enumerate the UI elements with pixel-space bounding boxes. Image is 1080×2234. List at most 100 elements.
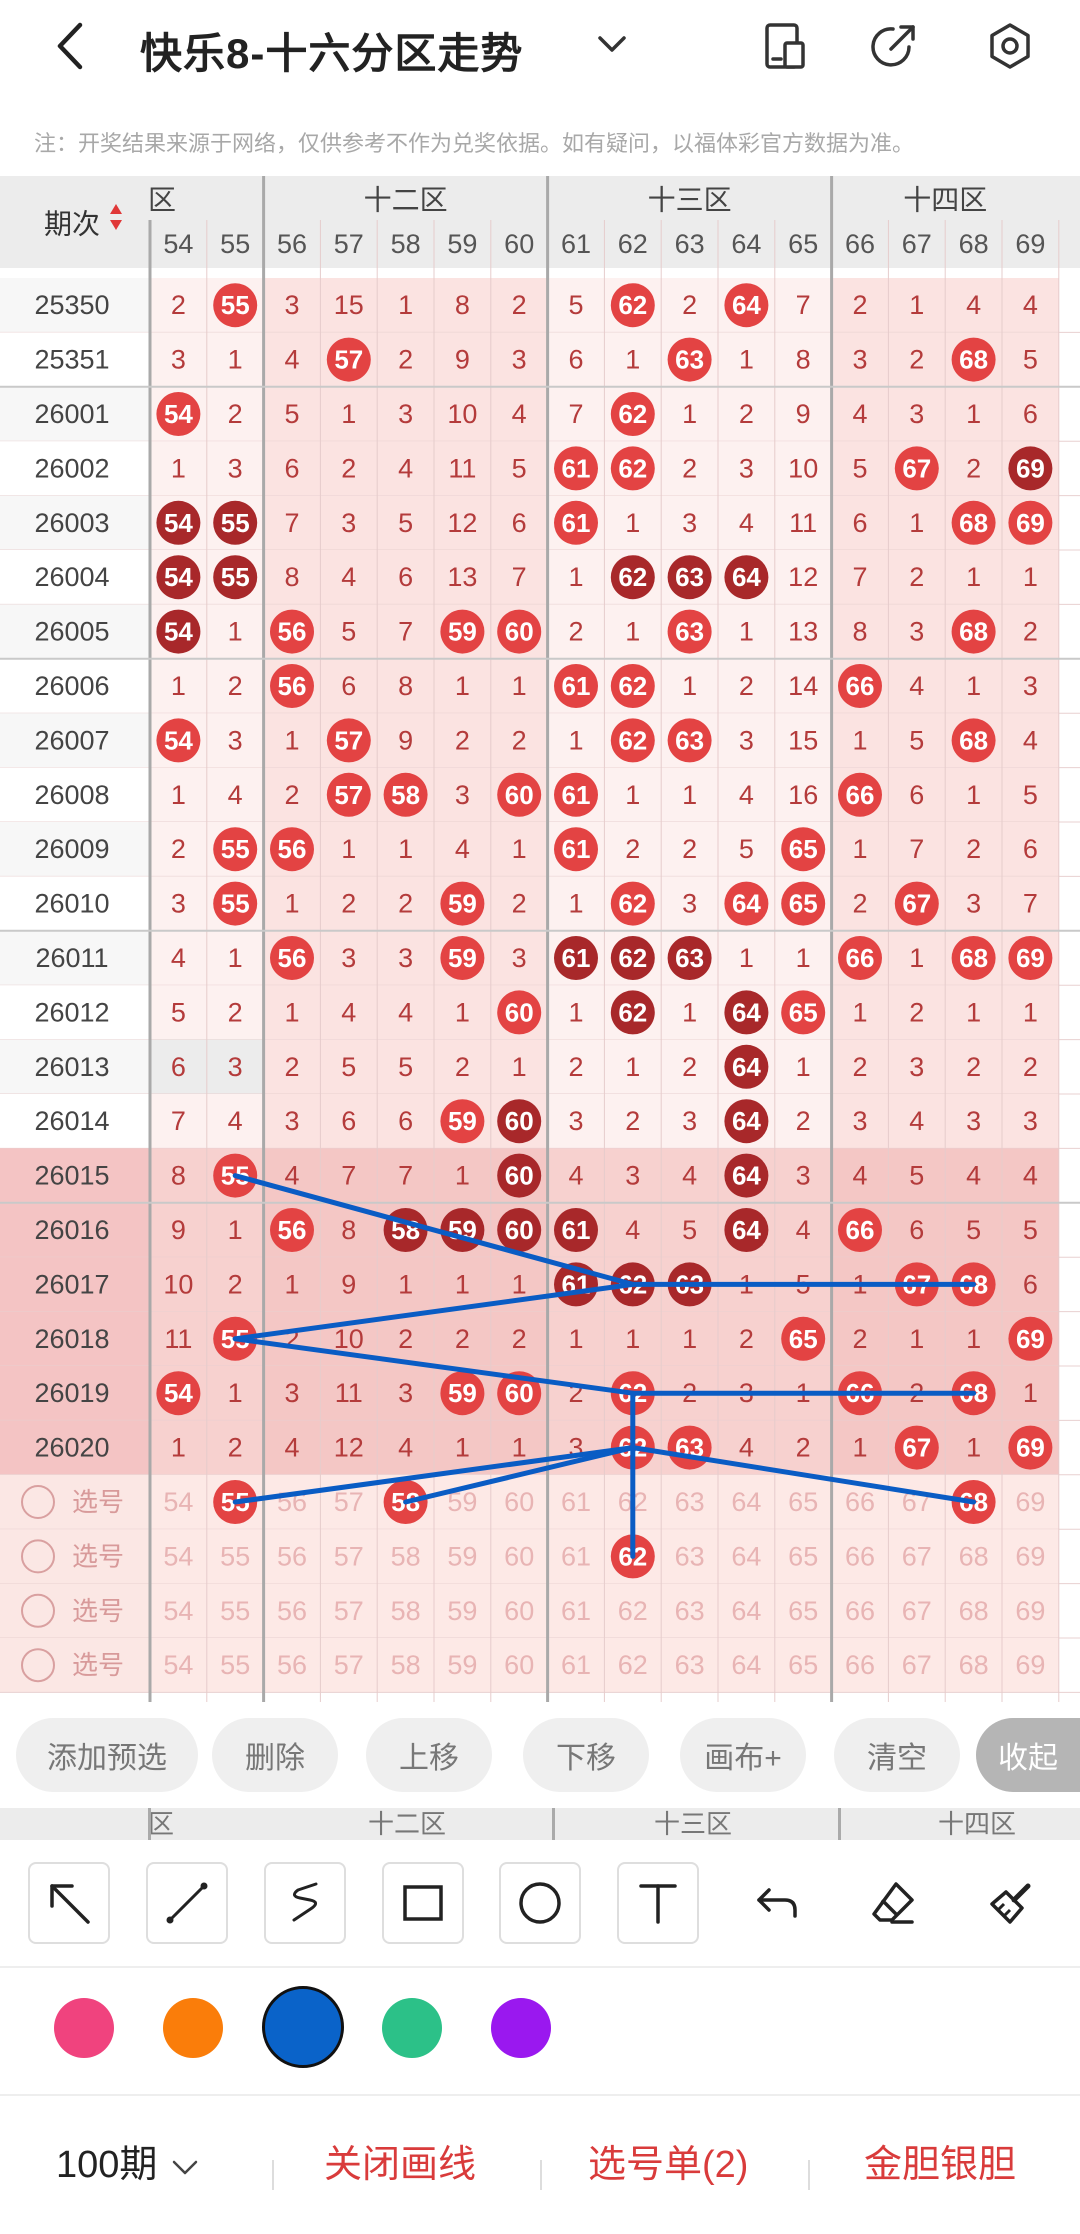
drawn-ball-56[interactable]	[270, 664, 314, 708]
drawn-ball-55[interactable]	[213, 555, 258, 600]
drawn-ball-54[interactable]	[156, 555, 201, 600]
sort-desc-icon[interactable]	[110, 220, 122, 230]
drawn-ball-62[interactable]	[610, 555, 655, 600]
drawn-ball-59[interactable]	[440, 936, 485, 980]
drawn-ball-57[interactable]	[326, 772, 371, 817]
drawn-ball-54[interactable]	[156, 392, 201, 436]
drawn-ball-69[interactable]	[1008, 936, 1053, 980]
drawn-ball-55[interactable]	[213, 827, 258, 872]
drawn-ball-66[interactable]	[838, 664, 882, 708]
drawn-ball-55[interactable]	[213, 881, 258, 926]
back-button[interactable]	[40, 16, 100, 76]
drawn-ball-57[interactable]	[326, 718, 371, 763]
drawn-ball-62[interactable]	[610, 392, 655, 436]
drawn-ball-61[interactable]	[554, 664, 598, 708]
drawn-ball-64[interactable]	[724, 1208, 769, 1252]
pick-row-radio[interactable]	[21, 1593, 55, 1628]
color-swatch-green[interactable]	[382, 1998, 442, 2058]
drawn-ball-63[interactable]	[667, 718, 712, 763]
color-swatch-purple[interactable]	[491, 1998, 551, 2058]
drawn-ball-66[interactable]	[838, 772, 882, 817]
drawn-ball-62[interactable]	[610, 718, 655, 763]
drawn-ball-62[interactable]	[610, 446, 655, 491]
gold-silver-button[interactable]: 金胆银胆	[864, 2144, 1017, 2186]
drawn-ball-63[interactable]	[667, 337, 712, 382]
clear-button[interactable]: 清空	[834, 1718, 960, 1792]
delete-button[interactable]: 删除	[212, 1718, 338, 1792]
drawn-ball-60[interactable]	[497, 1099, 542, 1144]
drawn-ball-68[interactable]	[951, 609, 996, 654]
collapse-button[interactable]: 收起	[976, 1718, 1080, 1792]
color-swatch-orange[interactable]	[163, 1998, 223, 2058]
drawn-ball-62[interactable]	[610, 936, 655, 980]
drawn-ball-61[interactable]	[554, 827, 598, 872]
rectangle-tool-button[interactable]	[382, 1862, 464, 1944]
drawn-ball-64[interactable]	[724, 283, 769, 328]
add-preselect-button[interactable]: 添加预选	[16, 1718, 198, 1792]
pick-row-radio[interactable]	[21, 1485, 55, 1519]
drawn-ball-59[interactable]	[440, 609, 485, 654]
drawn-ball-64[interactable]	[724, 1153, 769, 1198]
drawn-ball-59[interactable]	[440, 881, 485, 926]
drawn-ball-67[interactable]	[894, 1425, 939, 1470]
line-tool-button[interactable]	[146, 1862, 228, 1944]
drawn-ball-69[interactable]	[1008, 446, 1053, 491]
drawn-ball-54[interactable]	[156, 1371, 201, 1416]
drawn-ball-54[interactable]	[156, 609, 201, 654]
drawn-ball-62[interactable]	[610, 990, 655, 1035]
period-select[interactable]: 100期	[56, 2140, 202, 2190]
drawn-ball-64[interactable]	[724, 990, 769, 1035]
move-up-button[interactable]: 上移	[366, 1718, 492, 1792]
color-swatch-pink[interactable]	[54, 1998, 114, 2058]
drawn-ball-66[interactable]	[838, 936, 882, 980]
drawn-ball-56[interactable]	[270, 936, 314, 980]
move-down-button[interactable]: 下移	[523, 1718, 649, 1792]
drawn-ball-62[interactable]	[610, 664, 655, 708]
drawn-ball-64[interactable]	[724, 1099, 769, 1144]
drawn-ball-60[interactable]	[497, 1371, 542, 1416]
drawn-ball-62[interactable]	[610, 283, 655, 328]
drawn-ball-60[interactable]	[497, 772, 542, 817]
drawn-ball-65[interactable]	[781, 990, 826, 1035]
drawn-ball-65[interactable]	[781, 881, 826, 926]
drawn-ball-60[interactable]	[497, 609, 542, 654]
drawn-ball-59[interactable]	[440, 1099, 485, 1144]
drawn-ball-57[interactable]	[326, 337, 371, 382]
drawn-ball-56[interactable]	[270, 1208, 314, 1252]
share-button[interactable]	[864, 16, 924, 76]
close-drawing-button[interactable]: 关闭画线	[324, 2144, 477, 2186]
drawn-ball-68[interactable]	[951, 936, 996, 980]
drawn-ball-69[interactable]	[1008, 1316, 1053, 1361]
drawn-ball-64[interactable]	[724, 555, 769, 600]
pick-list-button[interactable]: 选号单(2)	[588, 2144, 749, 2186]
drawn-ball-67[interactable]	[894, 446, 939, 491]
drawn-ball-55[interactable]	[213, 500, 258, 545]
drawn-ball-56[interactable]	[270, 609, 314, 654]
drawn-ball-64[interactable]	[724, 1044, 769, 1089]
circle-tool-button[interactable]	[499, 1862, 581, 1944]
drawn-ball-54[interactable]	[156, 500, 201, 545]
sort-asc-icon[interactable]	[110, 204, 122, 214]
color-swatch-blue-selected[interactable]	[262, 1986, 344, 2068]
drawn-ball-60[interactable]	[497, 1153, 542, 1198]
drawn-ball-67[interactable]	[894, 881, 939, 926]
drawn-ball-63[interactable]	[667, 609, 712, 654]
drawn-ball-65[interactable]	[781, 1316, 826, 1361]
undo-button[interactable]	[735, 1862, 817, 1944]
drawn-ball-61[interactable]	[554, 446, 598, 491]
canvas-add-button[interactable]: 画布+	[680, 1718, 806, 1792]
pick-row-radio[interactable]	[21, 1539, 55, 1574]
drawn-ball-59[interactable]	[440, 1371, 485, 1416]
drawn-ball-54[interactable]	[156, 718, 201, 763]
drawn-ball-60[interactable]	[497, 1208, 542, 1252]
settings-button[interactable]	[980, 16, 1040, 76]
drawn-ball-56[interactable]	[270, 827, 314, 872]
trend-chart[interactable]: 期次区十二区 十三区 十四区 54 55 56 57 58 59 60 61 62 63 64 65 66 67…	[0, 176, 1080, 1702]
drawn-ball-66[interactable]	[838, 1208, 882, 1252]
drawn-ball-68[interactable]	[951, 337, 996, 382]
drawn-trend-line[interactable]	[232, 1281, 636, 1342]
drawn-ball-61[interactable]	[554, 1208, 598, 1252]
drawn-ball-60[interactable]	[497, 990, 542, 1035]
drawn-ball-63[interactable]	[667, 936, 712, 980]
